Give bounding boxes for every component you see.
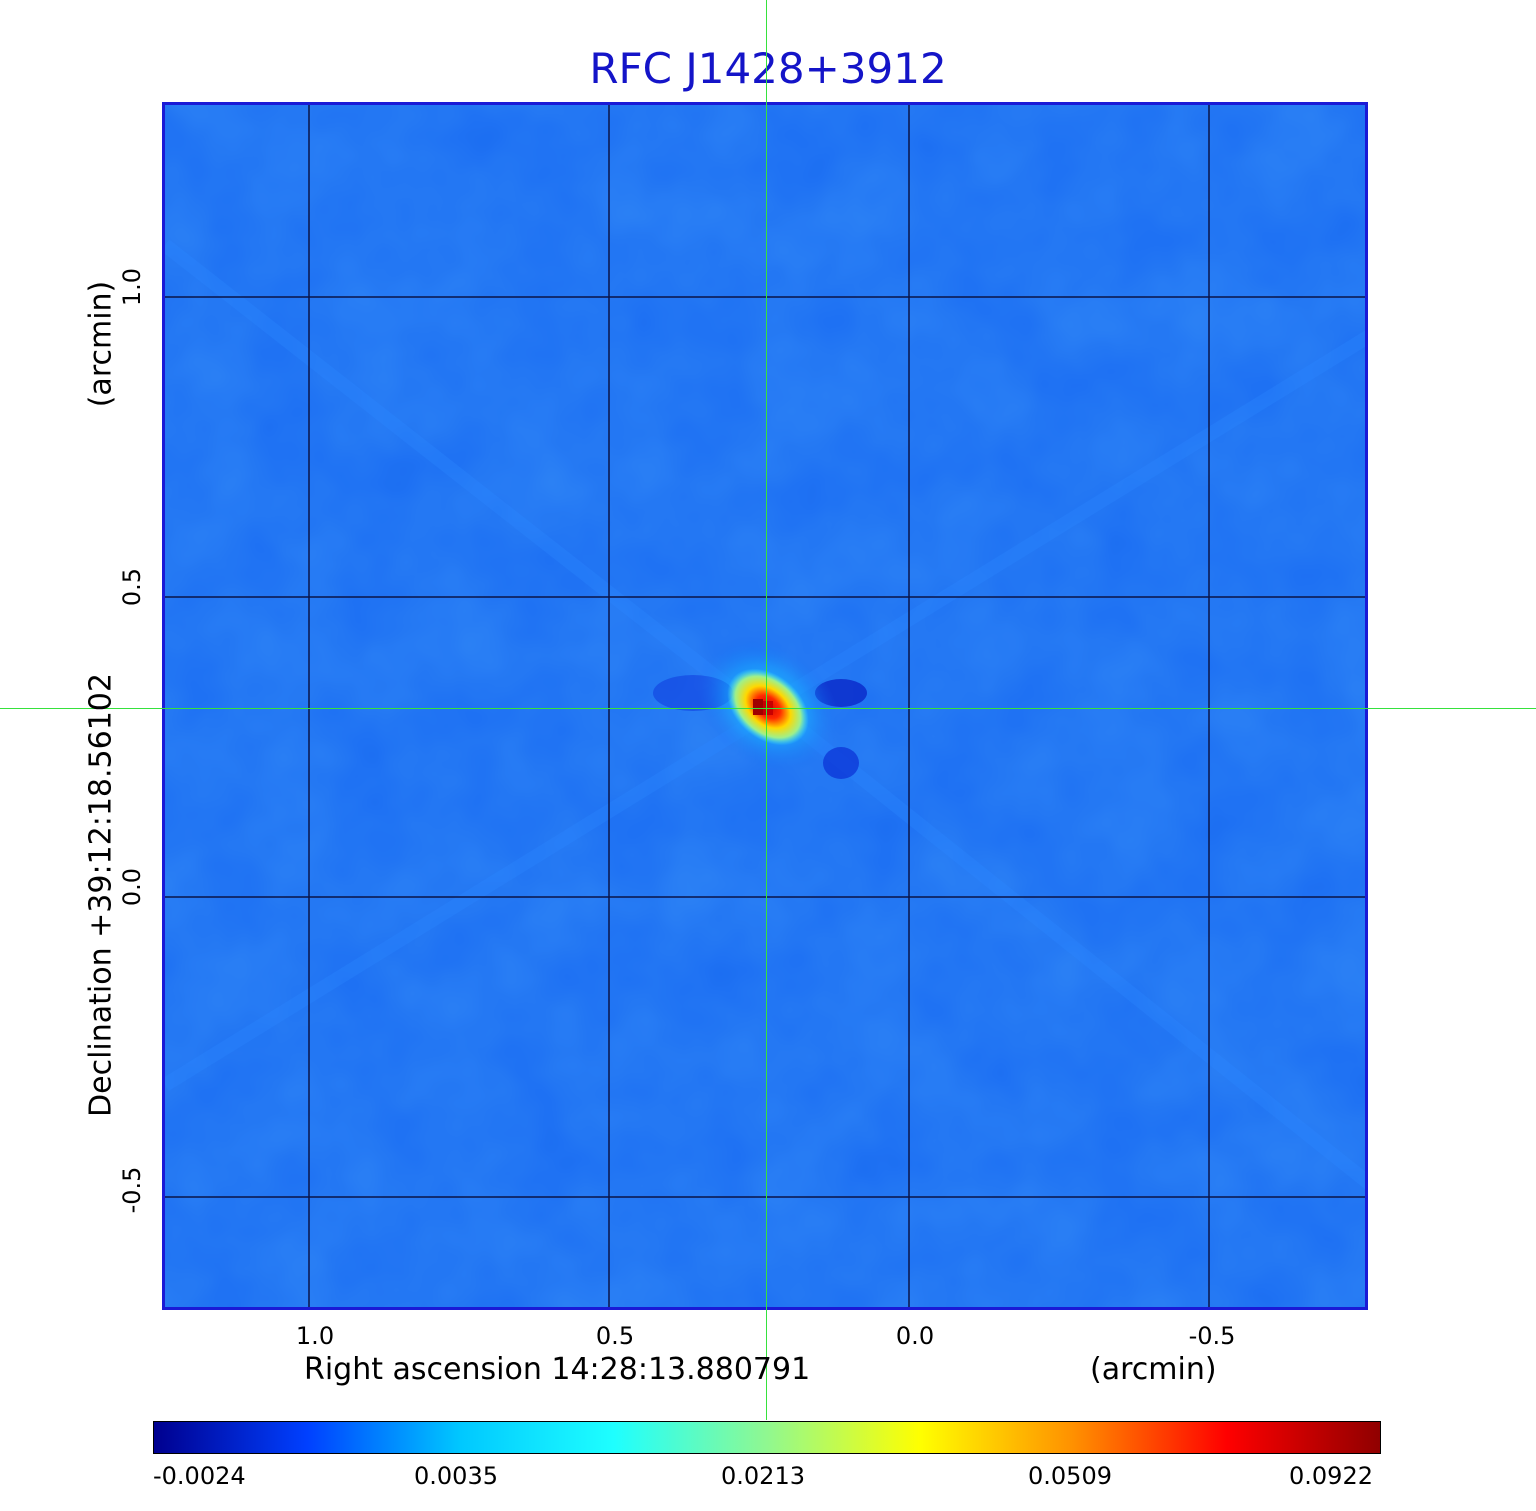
y-tick: 1.0 bbox=[118, 267, 146, 307]
crosshair-horizontal bbox=[0, 708, 1536, 709]
colorbar-tick: 0.0213 bbox=[721, 1462, 805, 1490]
x-axis-unit: (arcmin) bbox=[1090, 1352, 1217, 1387]
x-tick: 1.0 bbox=[295, 1322, 335, 1350]
radio-source[interactable] bbox=[670, 609, 867, 801]
colorbar-tick: 0.0922 bbox=[1289, 1462, 1373, 1490]
y-axis-unit: (arcmin) bbox=[83, 280, 119, 408]
y-tick: 0.0 bbox=[118, 867, 146, 907]
image-title: RFC J1428+3912 bbox=[589, 44, 947, 93]
colorbar-tick: -0.0024 bbox=[153, 1462, 246, 1490]
x-tick: -0.5 bbox=[1188, 1322, 1236, 1350]
crosshair-vertical bbox=[766, 0, 767, 1420]
y-tick: -0.5 bbox=[118, 1166, 146, 1214]
colorbar bbox=[153, 1421, 1381, 1454]
colorbar-tick: 0.0509 bbox=[1028, 1462, 1112, 1490]
x-tick: 0.0 bbox=[895, 1322, 935, 1350]
radio-image[interactable] bbox=[165, 105, 1368, 1310]
x-tick: 0.5 bbox=[595, 1322, 635, 1350]
radio-image-frame[interactable] bbox=[162, 102, 1368, 1310]
coordinate-grid bbox=[165, 105, 1365, 1307]
sidelobe-streaks bbox=[165, 239, 1365, 1190]
x-axis-label: Right ascension 14:28:13.880791 bbox=[304, 1352, 811, 1387]
colorbar-tick: 0.0035 bbox=[414, 1462, 498, 1490]
y-axis-label: Declination +39:12:18.56102 bbox=[83, 673, 119, 1117]
y-tick: 0.5 bbox=[118, 567, 146, 607]
